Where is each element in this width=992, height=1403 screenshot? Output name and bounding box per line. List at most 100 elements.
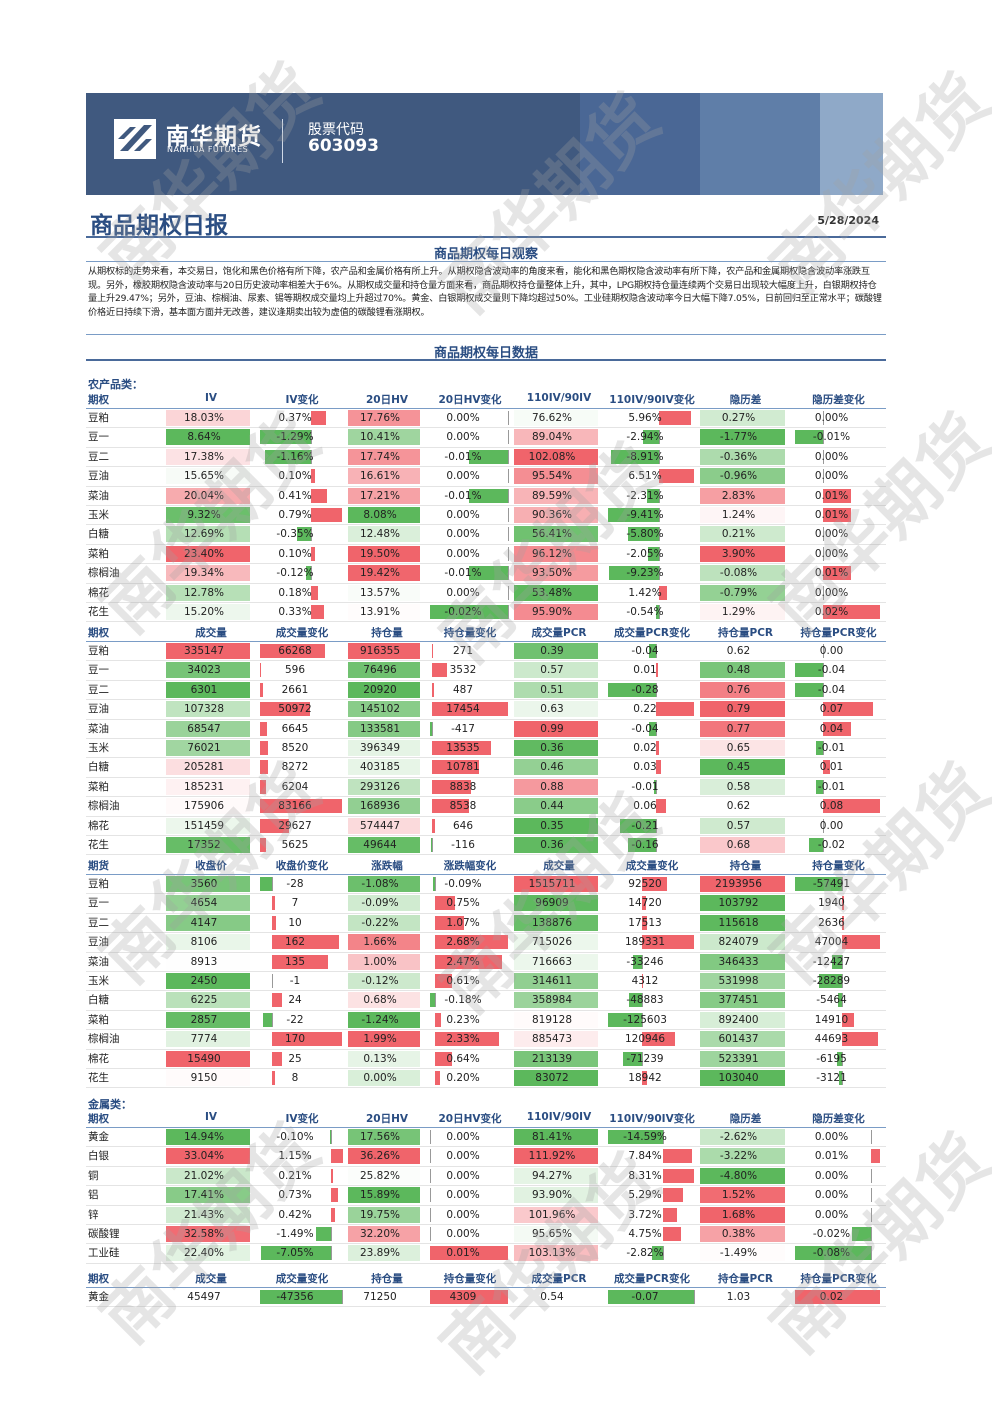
table-cell: -0.01% xyxy=(426,564,512,582)
cell-value: 916355 xyxy=(359,645,401,657)
heat-fill xyxy=(514,584,598,601)
cell-value: 19.50% xyxy=(359,547,401,560)
cell-value: 1.24% xyxy=(721,508,756,521)
cell-value: 3.90% xyxy=(721,547,756,560)
heat-fill xyxy=(166,643,250,659)
table-cell: 1.99% xyxy=(348,1030,424,1048)
heat-fill xyxy=(348,1245,420,1262)
cell-value: 0.08 xyxy=(819,800,844,813)
table-cell: -48883 xyxy=(604,991,698,1009)
row-label: 菜油 xyxy=(88,722,109,735)
page-title: 商品期权日报 xyxy=(90,213,228,239)
heat-fill xyxy=(166,487,250,504)
header-stripe xyxy=(580,93,700,195)
cell-value: 403185 xyxy=(359,761,401,774)
cell-value: -0.01% xyxy=(444,489,482,502)
row-label: 豆二 xyxy=(88,450,109,463)
data-bar xyxy=(311,507,343,522)
cell-value: 377451 xyxy=(718,994,759,1007)
cell-value: 25 xyxy=(288,1052,302,1065)
column-header: IV xyxy=(204,392,218,404)
data-bar xyxy=(871,1149,881,1164)
table-cell: 0.54 xyxy=(514,1288,602,1306)
heat-fill xyxy=(348,934,420,951)
data-bar xyxy=(610,449,659,464)
table-cell: -0.01 xyxy=(791,778,884,796)
bar-axis xyxy=(342,1290,343,1304)
cell-value: 45497 xyxy=(187,1291,221,1303)
heat-fill xyxy=(348,506,420,523)
heat-fill xyxy=(348,720,420,737)
cell-value: 25.82% xyxy=(359,1169,401,1182)
data-bar xyxy=(608,1290,694,1304)
data-bar xyxy=(265,449,311,464)
table-row: 菜粕 185231 6204 293126 8838 0.88 -0.01 0.58 -0.01 xyxy=(86,778,886,798)
heat-fill xyxy=(700,487,785,504)
table-cell: 4.75% xyxy=(604,1225,698,1243)
bar-axis xyxy=(694,1290,695,1304)
table-cell: -0.18% xyxy=(426,991,512,1009)
table-header-row: 期货 收盘价 收盘价变化 涨跌幅 涨跌幅变化 成交量 成交量变化 持仓量 持仓量变化 xyxy=(86,857,886,875)
cell-value: 89.59% xyxy=(531,489,573,502)
cell-value: 107328 xyxy=(183,703,225,716)
heat-fill xyxy=(514,720,598,737)
table-cell: 0.00% xyxy=(791,1167,884,1185)
cell-value: 0.22 xyxy=(633,703,657,716)
column-header: 成交量PCR xyxy=(531,1273,587,1285)
cell-value: 17513 xyxy=(628,916,662,929)
data-bar xyxy=(659,469,695,484)
cell-value: -2.05% xyxy=(626,547,664,560)
table-cell: 0.41% xyxy=(256,487,346,505)
cell-value: 10781 xyxy=(446,761,480,774)
table-cell: 19.50% xyxy=(348,545,424,563)
data-bar xyxy=(260,1290,342,1304)
column-header: 隐历差变化 xyxy=(812,394,865,406)
table-cell: 403185 xyxy=(348,758,424,776)
heat-fill xyxy=(514,876,598,892)
cell-value: 6645 xyxy=(281,722,309,735)
table-row: 棕榈油 19.34% -0.12% 19.42% -0.01% 93.50% -9.23% -… xyxy=(86,564,886,584)
heat-fill xyxy=(700,1069,785,1086)
data-bar xyxy=(260,1246,331,1261)
table-cell: 17513 xyxy=(604,914,698,932)
heat-fill xyxy=(348,487,420,504)
cell-value: 103.13% xyxy=(528,1247,576,1260)
cell-value: 0.02% xyxy=(814,605,849,618)
bar-axis xyxy=(659,546,660,561)
table-row: 玉米 9.32% 0.79% 8.08% 0.00% 90.36% -9.41% 1.24% 0… xyxy=(86,506,886,526)
cell-value: -0.01% xyxy=(444,450,482,463)
cell-value: 0.45 xyxy=(726,761,751,774)
table-cell: -0.22% xyxy=(348,914,424,932)
table-cell: 335147 xyxy=(166,642,254,660)
heat-fill xyxy=(166,506,250,523)
column-header: 持仓量PCR变化 xyxy=(800,1273,877,1285)
cell-value: -0.01% xyxy=(812,431,851,444)
cell-value: 44693 xyxy=(814,1033,849,1046)
table-row: 花生 15.20% 0.33% 13.91% -0.02% 95.90% -0.54% 1.2… xyxy=(86,603,886,623)
table-cell: 15.89% xyxy=(348,1186,424,1204)
bar-axis xyxy=(871,1130,872,1144)
cell-value: 819128 xyxy=(531,1013,573,1026)
heat-fill xyxy=(514,1011,598,1028)
data-bar xyxy=(435,896,456,911)
heat-fill xyxy=(348,410,420,426)
table-row: 白糖 205281 8272 403185 10781 0.46 0.03 0.45 0.01 xyxy=(86,758,886,778)
heat-fill xyxy=(166,448,250,465)
heat-fill xyxy=(700,1245,785,1262)
table-cell: -0.04 xyxy=(791,661,884,679)
bar-axis xyxy=(842,973,843,988)
table-cell: 14910 xyxy=(791,1011,884,1029)
table-cell: 8272 xyxy=(256,758,346,776)
table-cell: 0.13% xyxy=(348,1050,424,1068)
cell-value: 1515711 xyxy=(528,878,576,890)
table-cell: 10 xyxy=(256,914,346,932)
cell-value: -116 xyxy=(451,838,475,851)
data-bar xyxy=(647,546,659,561)
table-row: 碳酸锂 32.58% -1.49% 32.20% 0.00% 95.65% 4.75% 0.3… xyxy=(86,1225,886,1245)
table-cell: 574447 xyxy=(348,817,424,835)
cell-value: -1.08% xyxy=(361,878,399,890)
row-label: 玉米 xyxy=(88,741,109,754)
row-label: 棕榈油 xyxy=(88,800,120,813)
cell-value: 0.37% xyxy=(278,412,312,424)
heat-fill xyxy=(700,1031,785,1048)
